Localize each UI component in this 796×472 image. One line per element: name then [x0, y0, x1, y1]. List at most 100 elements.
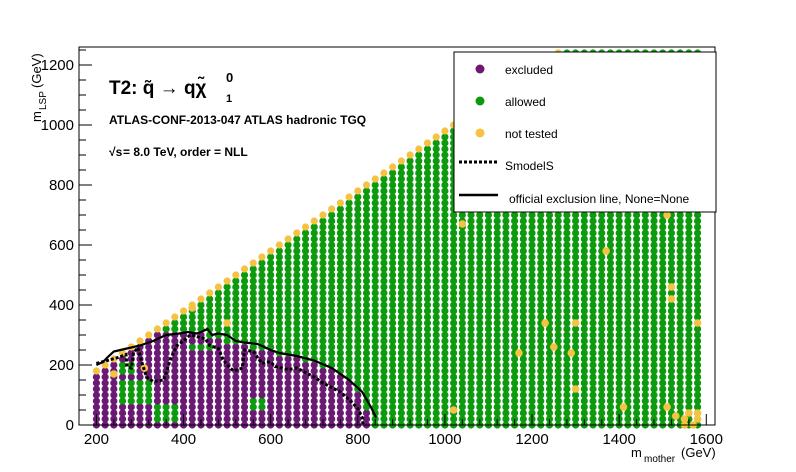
point-allowed — [676, 277, 684, 285]
point-excluded — [206, 373, 214, 381]
point-allowed — [493, 253, 501, 261]
point-allowed — [432, 193, 440, 201]
point-allowed — [667, 265, 676, 273]
point-allowed — [606, 415, 615, 423]
point-excluded — [284, 379, 292, 387]
point-allowed — [441, 361, 449, 369]
point-allowed — [354, 379, 362, 387]
point-allowed — [511, 397, 519, 405]
point-allowed — [423, 253, 432, 261]
point-allowed — [641, 265, 649, 273]
point-allowed — [406, 337, 414, 345]
point-excluded — [240, 415, 249, 423]
point-allowed — [598, 241, 606, 249]
point-allowed — [511, 295, 519, 303]
point-allowed — [380, 211, 388, 219]
point-allowed — [676, 367, 684, 375]
point-allowed — [371, 325, 379, 333]
point-allowed — [458, 379, 466, 387]
point-allowed — [572, 343, 580, 351]
point-allowed — [441, 343, 449, 351]
point-allowed — [650, 253, 658, 261]
point-not-tested — [423, 139, 432, 147]
point-excluded — [179, 403, 188, 411]
point-excluded — [110, 397, 118, 405]
point-allowed — [432, 253, 440, 261]
point-excluded — [293, 403, 301, 411]
point-allowed — [188, 319, 196, 327]
point-allowed — [484, 217, 493, 225]
point-allowed — [484, 385, 493, 393]
point-allowed — [406, 385, 414, 393]
point-allowed — [545, 397, 554, 405]
point-excluded — [293, 379, 301, 387]
point-allowed — [493, 223, 501, 231]
point-allowed — [659, 415, 667, 423]
point-allowed — [484, 307, 493, 315]
point-allowed — [615, 301, 623, 309]
point-allowed — [415, 355, 423, 363]
point-allowed — [554, 349, 562, 357]
point-allowed — [397, 307, 405, 315]
point-allowed — [554, 337, 562, 345]
point-allowed — [197, 343, 205, 351]
point-not-tested — [223, 277, 231, 285]
point-allowed — [441, 181, 449, 189]
point-allowed — [397, 241, 405, 249]
point-excluded — [145, 403, 153, 411]
point-allowed — [624, 367, 632, 375]
point-allowed — [519, 235, 527, 243]
point-allowed — [659, 277, 667, 285]
point-allowed — [493, 337, 501, 345]
point-allowed — [345, 253, 353, 261]
point-allowed — [275, 295, 283, 303]
point-excluded — [223, 397, 231, 405]
point-allowed — [641, 313, 649, 321]
point-allowed — [380, 307, 388, 315]
point-allowed — [502, 409, 510, 417]
point-not-tested — [441, 127, 449, 135]
point-allowed — [493, 277, 501, 285]
point-allowed — [397, 367, 405, 375]
point-excluded — [162, 379, 170, 387]
point-allowed — [267, 307, 275, 315]
point-allowed — [641, 337, 649, 345]
point-excluded — [206, 379, 214, 387]
point-excluded — [249, 361, 257, 369]
point-allowed — [493, 343, 501, 351]
point-allowed — [580, 325, 588, 333]
point-allowed — [693, 337, 702, 345]
point-allowed — [415, 181, 423, 189]
point-allowed — [502, 343, 510, 351]
point-excluded — [127, 409, 135, 417]
point-allowed — [371, 229, 379, 237]
point-allowed — [476, 313, 484, 321]
point-allowed — [676, 235, 684, 243]
point-allowed — [537, 373, 545, 381]
point-allowed — [502, 211, 510, 219]
point-allowed — [153, 403, 162, 411]
point-allowed — [441, 337, 449, 345]
point-allowed — [345, 325, 353, 333]
point-excluded — [92, 403, 101, 411]
point-allowed — [580, 397, 588, 405]
point-excluded — [179, 385, 188, 393]
point-allowed — [406, 211, 414, 219]
point-allowed — [136, 379, 144, 387]
point-allowed — [615, 229, 623, 237]
point-allowed — [345, 271, 353, 279]
point-allowed — [397, 235, 405, 243]
point-allowed — [406, 193, 414, 201]
point-allowed — [685, 253, 693, 261]
point-allowed — [641, 415, 649, 423]
point-allowed — [371, 283, 379, 291]
point-excluded — [206, 397, 214, 405]
point-allowed — [598, 229, 606, 237]
point-not-tested — [153, 325, 162, 333]
point-allowed — [563, 271, 571, 279]
point-allowed — [650, 397, 658, 405]
point-allowed — [380, 217, 388, 225]
point-excluded — [188, 367, 196, 375]
point-allowed — [362, 235, 371, 243]
point-allowed — [406, 397, 414, 405]
